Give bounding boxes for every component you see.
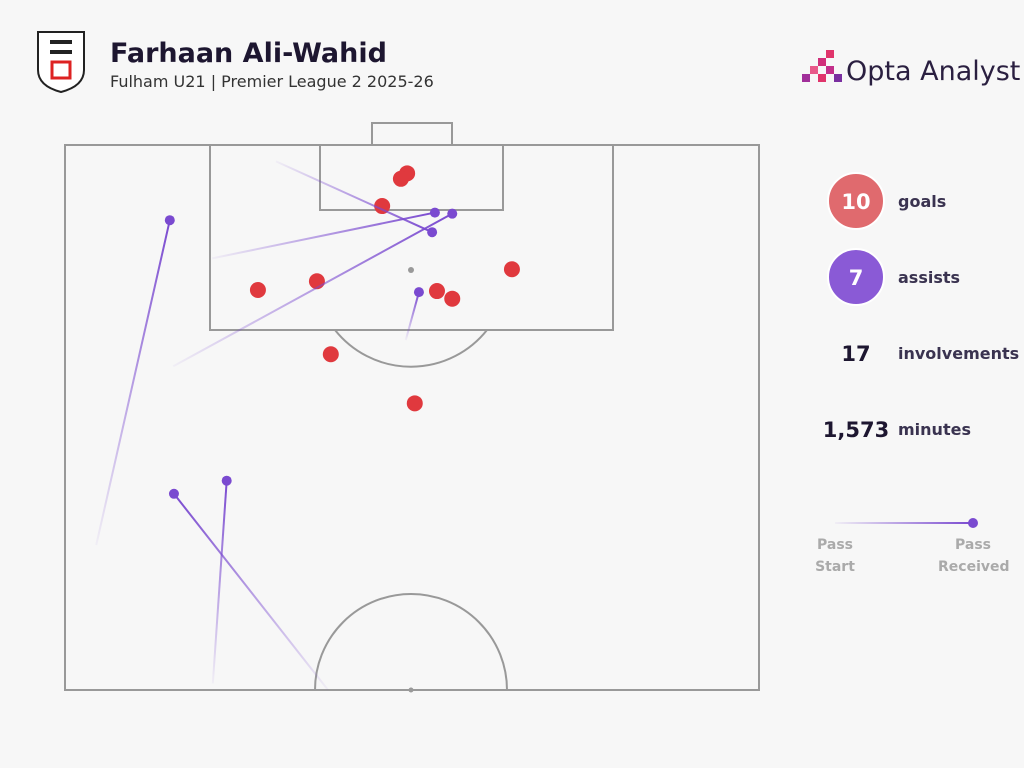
stat-label: goals (898, 192, 946, 211)
assist-point (429, 207, 440, 218)
stat-label: minutes (898, 420, 971, 439)
stat-value: 17 (841, 342, 870, 366)
legend-line (835, 518, 978, 528)
pitch (64, 122, 760, 693)
pass-line (95, 219, 171, 546)
assist-point (427, 227, 438, 238)
stat-value: 10 (841, 190, 870, 214)
brand-logo (802, 50, 842, 82)
pass-line (404, 291, 420, 341)
assist-point (221, 475, 232, 486)
stat-value: 1,573 (823, 418, 889, 442)
assist-point (447, 208, 458, 219)
chart-subtitle: Fulham U21 | Premier League 2 2025-26 (110, 72, 434, 91)
goal-point (406, 395, 423, 412)
goal-point (322, 346, 339, 363)
stat-value: 7 (849, 266, 864, 290)
club-crest (37, 31, 85, 94)
pass-line (275, 160, 433, 234)
stats: 10 goals 7 assists 17 involvements 1,573 minute… (823, 172, 1019, 442)
stat-badge (827, 172, 885, 230)
assist-point (413, 287, 424, 298)
stat-label: involvements (898, 344, 1019, 363)
marks (95, 160, 520, 691)
goal-point (374, 198, 391, 215)
pass-line (172, 212, 453, 368)
chart-title: Farhaan Ali-Wahid (110, 38, 387, 69)
assist-point (168, 488, 179, 499)
stat-label: assists (898, 268, 960, 287)
goal-point (444, 290, 461, 307)
pass-line (173, 493, 329, 691)
legend-label: Pass Start (815, 537, 855, 575)
goal-point (392, 170, 409, 187)
stat-badge (827, 248, 885, 306)
pass-line (211, 211, 436, 260)
goal-point (428, 283, 445, 300)
legend-label: Pass Received (938, 537, 1010, 575)
assist-point (164, 215, 175, 226)
pass-line (211, 480, 228, 684)
goal-point (249, 281, 266, 298)
goal-point (503, 261, 520, 278)
brand-name: Opta Analyst (846, 56, 1020, 87)
